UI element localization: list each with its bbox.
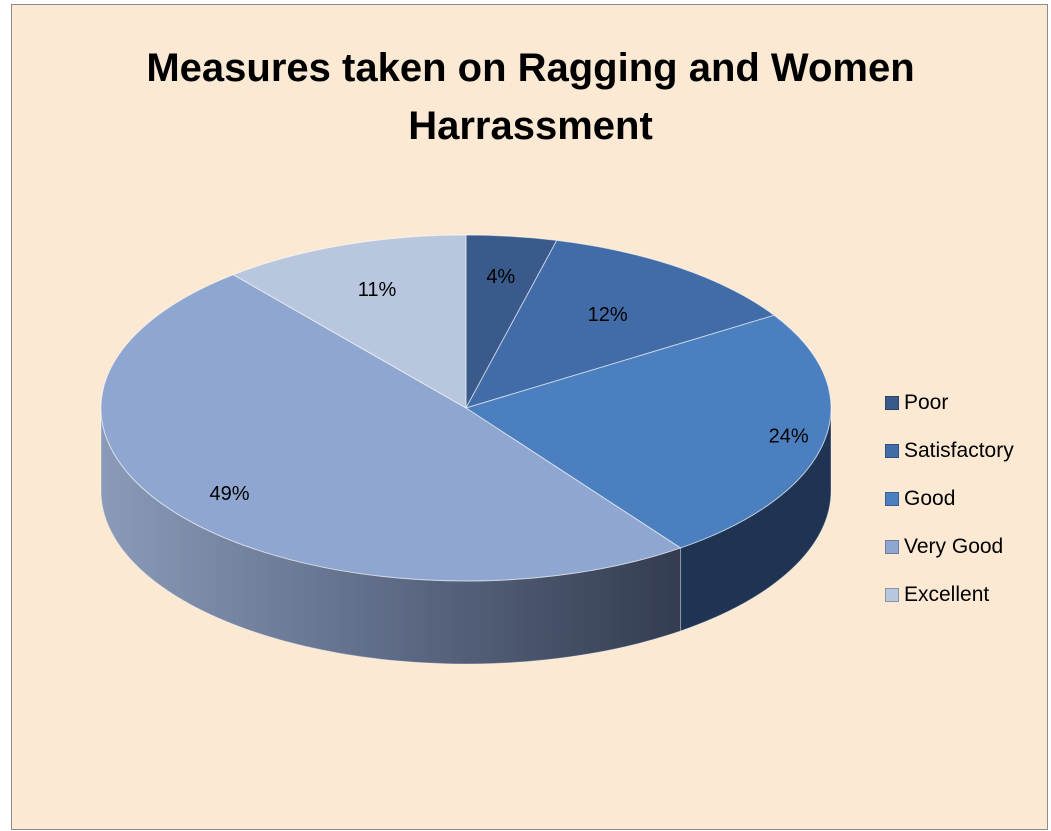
chart-area: Measures taken on Ragging and Women Harr… [11, 4, 1048, 830]
legend-label: Excellent [904, 583, 990, 606]
legend-item-good: Good [885, 475, 1014, 523]
chart-title-line-1: Measures taken on Ragging and Women [146, 46, 915, 90]
legend-label: Satisfactory [904, 439, 1014, 462]
data-label-excellent: 11% [358, 279, 397, 301]
chart-title: Measures taken on Ragging and Women Harr… [12, 39, 1049, 155]
pie-slice-excellent [232, 234, 467, 409]
legend-swatch [885, 444, 899, 458]
legend-swatch [885, 540, 899, 554]
data-label-good: 24% [769, 425, 809, 447]
legend-item-satisfactory: Satisfactory [885, 427, 1014, 475]
chart-title-line-2: Harrassment [408, 104, 653, 148]
legend-label: Good [904, 487, 956, 510]
legend-item-very-good: Very Good [885, 523, 1014, 571]
legend-label: Poor [904, 391, 949, 414]
data-label-very-good: 49% [209, 483, 249, 505]
pie-slice-satisfactory [464, 239, 776, 409]
legend-swatch [885, 492, 899, 506]
pie-slice-very-good [100, 274, 682, 582]
data-label-satisfactory: 12% [588, 304, 628, 326]
pie-slice-good [464, 314, 832, 549]
legend-item-poor: Poor [885, 379, 1014, 427]
data-label-poor: 4% [486, 266, 515, 288]
legend-item-excellent: Excellent [885, 571, 1014, 619]
legend-label: Very Good [904, 535, 1004, 558]
legend-swatch [885, 396, 899, 410]
legend-swatch [885, 588, 899, 602]
chart-legend: Poor Satisfactory Good Very Good Excellent [885, 379, 1014, 619]
pie-chart: 4% 12% 24% 49% 11% [100, 234, 832, 665]
